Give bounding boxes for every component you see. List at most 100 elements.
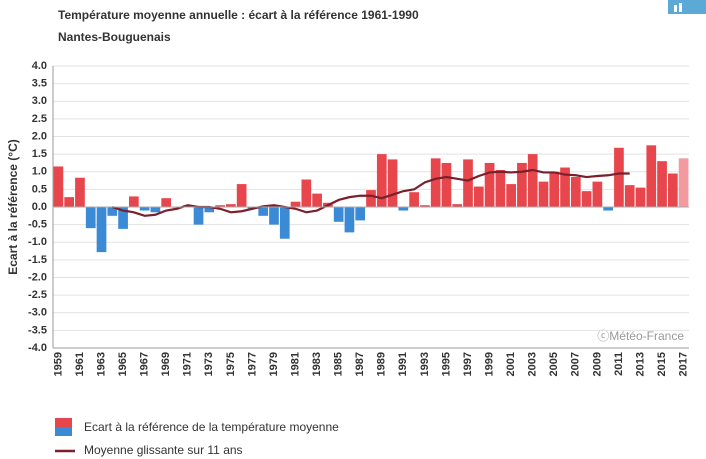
bar bbox=[398, 207, 409, 211]
bar bbox=[139, 207, 150, 211]
bar bbox=[430, 158, 441, 207]
x-tick-label: 2011 bbox=[613, 352, 625, 376]
y-tick-label: 0.0 bbox=[32, 201, 47, 213]
bar bbox=[204, 207, 215, 213]
x-tick-label: 2017 bbox=[678, 352, 690, 376]
bar bbox=[290, 201, 301, 207]
bar bbox=[495, 169, 506, 207]
y-tick-label: -3.5 bbox=[28, 324, 47, 336]
bar bbox=[452, 204, 463, 207]
x-tick-label: 1999 bbox=[483, 352, 495, 376]
bar bbox=[527, 154, 538, 207]
bar bbox=[258, 207, 269, 216]
bar bbox=[226, 204, 236, 207]
x-tick-label: 1969 bbox=[160, 352, 172, 376]
y-tick-label: -4.0 bbox=[28, 342, 47, 354]
x-tick-label: 1993 bbox=[419, 352, 431, 376]
bar bbox=[463, 159, 473, 207]
bar bbox=[549, 171, 560, 207]
x-tick-label: 1967 bbox=[139, 352, 151, 376]
y-tick-label: 0.5 bbox=[32, 183, 47, 195]
bar bbox=[269, 207, 279, 225]
bar bbox=[592, 181, 603, 207]
bar bbox=[96, 207, 107, 253]
y-tick-label: -2.5 bbox=[28, 289, 47, 301]
x-tick-label: 1975 bbox=[225, 352, 237, 376]
x-tick-label: 1981 bbox=[289, 352, 301, 376]
x-tick-label: 2007 bbox=[570, 352, 582, 376]
x-tick-label: 1959 bbox=[52, 352, 64, 376]
x-tick-label: 1987 bbox=[354, 352, 366, 376]
x-tick-label: 1977 bbox=[246, 352, 258, 376]
x-tick-label: 2003 bbox=[527, 352, 539, 376]
x-tick-label: 2005 bbox=[548, 352, 560, 376]
y-tick-label: 4.0 bbox=[32, 60, 47, 72]
x-tick-label: 2001 bbox=[505, 352, 517, 376]
y-tick-label: -0.5 bbox=[28, 219, 47, 231]
bar bbox=[85, 207, 96, 229]
bar bbox=[312, 193, 322, 207]
bar bbox=[506, 184, 516, 207]
bar bbox=[333, 207, 344, 222]
bar bbox=[53, 166, 64, 207]
x-tick-label: 1983 bbox=[311, 352, 323, 376]
bar bbox=[409, 192, 419, 207]
bar bbox=[538, 181, 549, 207]
bar bbox=[107, 207, 118, 216]
bar bbox=[376, 154, 387, 207]
bar bbox=[150, 207, 161, 213]
x-tick-label: 1963 bbox=[95, 352, 107, 376]
bar bbox=[614, 147, 624, 207]
x-tick-label: 1971 bbox=[182, 352, 194, 376]
chart-subtitle: Nantes-Bouguenais bbox=[58, 30, 171, 44]
x-tick-label: 2009 bbox=[591, 352, 603, 376]
bar bbox=[484, 162, 495, 207]
x-tick-label: 1985 bbox=[333, 352, 345, 376]
bar bbox=[75, 177, 85, 207]
x-tick-label: 2015 bbox=[656, 352, 668, 376]
bar bbox=[635, 187, 646, 207]
bar bbox=[603, 207, 614, 211]
y-tick-label: -1.0 bbox=[28, 236, 47, 248]
bar bbox=[678, 158, 689, 207]
x-tick-label: 1997 bbox=[462, 352, 474, 376]
bar bbox=[128, 196, 139, 207]
bar bbox=[366, 190, 376, 207]
bar bbox=[64, 197, 75, 207]
x-tick-label: 2013 bbox=[634, 352, 646, 376]
y-tick-label: 3.0 bbox=[32, 95, 47, 107]
bar bbox=[420, 205, 430, 207]
chart-title: Température moyenne annuelle : écart à l… bbox=[58, 8, 419, 22]
legend-swatch bbox=[55, 418, 72, 427]
y-tick-label: 2.5 bbox=[32, 113, 47, 125]
y-axis-label: Ecart à la référence (°C) bbox=[6, 139, 20, 275]
y-tick-label: -3.0 bbox=[28, 307, 47, 319]
x-tick-label: 1995 bbox=[440, 352, 452, 376]
x-tick-label: 1961 bbox=[74, 352, 86, 376]
bar bbox=[560, 167, 570, 207]
bar bbox=[441, 162, 452, 207]
bar bbox=[473, 186, 484, 207]
bar bbox=[581, 191, 592, 207]
bar bbox=[517, 162, 527, 207]
bar bbox=[236, 184, 247, 207]
y-tick-label: 1.0 bbox=[32, 166, 47, 178]
bar bbox=[657, 161, 667, 207]
credit: ⓒMétéo-France bbox=[597, 329, 684, 343]
y-tick-label: 1.5 bbox=[32, 148, 47, 160]
bar bbox=[344, 207, 355, 233]
y-tick-label: -1.5 bbox=[28, 254, 47, 266]
bar bbox=[624, 185, 635, 207]
bar bbox=[118, 207, 128, 229]
x-tick-label: 1989 bbox=[376, 352, 388, 376]
bar bbox=[570, 177, 581, 207]
bar bbox=[387, 159, 398, 207]
bar bbox=[279, 207, 290, 239]
bar bbox=[193, 207, 204, 225]
y-tick-label: 2.0 bbox=[32, 130, 47, 142]
bar bbox=[646, 145, 657, 207]
bar bbox=[161, 198, 172, 207]
legend-swatch bbox=[55, 427, 72, 436]
bar bbox=[215, 205, 225, 207]
